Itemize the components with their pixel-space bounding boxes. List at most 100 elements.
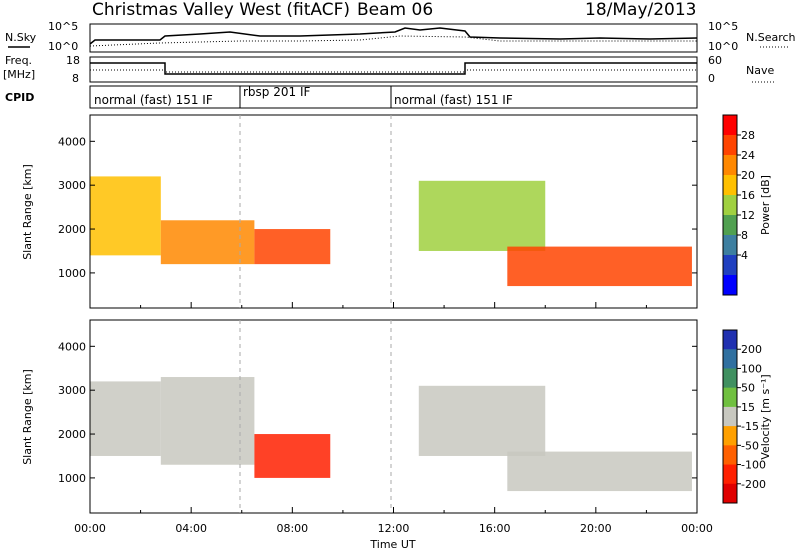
time-tick-label-1: 00:00 bbox=[74, 522, 106, 535]
power-colorbar-tick-label-4: 16 bbox=[741, 189, 755, 202]
power-panel: 1000 2000 3000 4000 Slant Range [km] bbox=[21, 114, 698, 309]
freq-tick-bottom: 8 bbox=[72, 72, 79, 85]
velocity-colorbar-tick-label-3: 50 bbox=[741, 382, 755, 395]
power-ytick-label-4: 4000 bbox=[58, 135, 86, 148]
velocity-yticks: 1000 2000 3000 4000 bbox=[58, 340, 698, 513]
freq-unit: [MHz] bbox=[3, 68, 35, 81]
noise-tick-top-left: 10^5 bbox=[48, 20, 78, 33]
power-ylabel: Slant Range [km] bbox=[21, 164, 34, 260]
cpid-label: CPID bbox=[5, 91, 34, 104]
nsky-trace bbox=[89, 27, 698, 45]
power-colorbar-tick-label-2: 24 bbox=[741, 149, 755, 162]
time-tick-label-6: 20:00 bbox=[580, 522, 612, 535]
nave-label: Nave bbox=[746, 64, 774, 77]
power-colorbar-swatch-4 bbox=[723, 175, 737, 196]
velocity-colorbar-swatch-1 bbox=[723, 330, 737, 350]
power-colorbar-tick-label-7: 4 bbox=[741, 249, 748, 262]
time-tick-label-2: 04:00 bbox=[175, 522, 207, 535]
power-colorbar-label: Power [dB] bbox=[759, 175, 772, 235]
power-colorbar-swatch-9 bbox=[723, 275, 737, 296]
power-colorbar-swatch-7 bbox=[723, 235, 737, 256]
velocity-colorbar-tick-label-7: -100 bbox=[741, 459, 766, 472]
velocity-echo-region-1 bbox=[90, 381, 161, 456]
beam-label: Beam 06 bbox=[357, 0, 433, 20]
power-colorbar-tick-label-6: 8 bbox=[741, 229, 748, 242]
power-echo-region-5 bbox=[507, 246, 692, 287]
power-colorbar-swatch-3 bbox=[723, 155, 737, 176]
time-tick-label-5: 16:00 bbox=[479, 522, 511, 535]
time-axis-label: Time UT bbox=[369, 538, 415, 551]
velocity-colorbar-tick-label-2: 100 bbox=[741, 362, 762, 375]
velocity-ylabel: Slant Range [km] bbox=[21, 369, 34, 465]
time-axis-ticks: 00:00 04:00 08:00 12:00 16:00 20:00 00:00 bbox=[74, 522, 713, 535]
velocity-colorbar-tick-label-6: -50 bbox=[741, 439, 759, 452]
freq-strip: Freq. [MHz] 18 8 60 0 Nave bbox=[3, 54, 774, 85]
power-echo-region-2 bbox=[160, 220, 255, 265]
power-colorbar-swatch-1 bbox=[723, 115, 737, 136]
freq-trace bbox=[90, 62, 697, 75]
nave-tick-top: 60 bbox=[708, 54, 722, 67]
power-ytick-label-3: 3000 bbox=[58, 179, 86, 192]
velocity-colorbar-swatch-9 bbox=[723, 483, 737, 504]
power-yticks: 1000 2000 3000 4000 bbox=[58, 135, 698, 308]
power-colorbar-swatch-6 bbox=[723, 215, 737, 236]
velocity-data bbox=[90, 377, 692, 492]
freq-label: Freq. bbox=[5, 54, 32, 67]
noise-tick-bottom-left: 10^0 bbox=[48, 40, 78, 53]
velocity-ytick-label-2: 2000 bbox=[58, 428, 86, 441]
power-colorbar-swatch-8 bbox=[723, 255, 737, 276]
nsky-label: N.Sky bbox=[5, 31, 37, 44]
velocity-colorbar-swatch-7 bbox=[723, 445, 737, 466]
power-colorbar-swatch-2 bbox=[723, 135, 737, 156]
power-echo-region-1 bbox=[90, 176, 161, 256]
power-colorbar-tick-label-3: 20 bbox=[741, 169, 755, 182]
velocity-colorbar: 200 100 50 15 -15 -50 -100 -200 Velocity [m s⁻¹… bbox=[722, 329, 772, 504]
velocity-colorbar-tick-label-1: 200 bbox=[741, 343, 762, 356]
velocity-colorbar-swatch-5 bbox=[723, 406, 737, 427]
nave-tick-bottom: 0 bbox=[708, 72, 715, 85]
power-colorbar-swatch-5 bbox=[723, 195, 737, 216]
velocity-colorbar-swatch-6 bbox=[723, 426, 737, 446]
time-tick-label-4: 12:00 bbox=[378, 522, 410, 535]
noise-strip: N.Sky 10^5 10^0 10^5 10^0 N.Search bbox=[5, 20, 796, 53]
velocity-colorbar-tick-label-8: -200 bbox=[741, 478, 766, 491]
velocity-ytick-label-3: 3000 bbox=[58, 384, 86, 397]
time-tick-label-7: 00:00 bbox=[681, 522, 713, 535]
velocity-colorbar-swatch-8 bbox=[723, 464, 737, 485]
time-tick-label-3: 08:00 bbox=[276, 522, 308, 535]
velocity-echo-region-2 bbox=[160, 377, 255, 465]
velocity-colorbar-tick-label-4: 15 bbox=[741, 401, 755, 414]
power-echo-region-4 bbox=[418, 180, 546, 251]
freq-tick-top: 18 bbox=[66, 54, 80, 67]
velocity-echo-region-4 bbox=[418, 385, 546, 456]
power-colorbar: 28 24 20 16 12 8 4 Power [dB] bbox=[722, 114, 772, 296]
velocity-ytick-label-4: 4000 bbox=[58, 340, 86, 353]
velocity-colorbar-tick-label-5: -15 bbox=[741, 420, 759, 433]
nsearch-trace bbox=[89, 35, 697, 47]
nsearch-label: N.Search bbox=[746, 31, 796, 44]
nave-trace bbox=[90, 69, 697, 73]
power-data bbox=[90, 176, 692, 287]
power-colorbar-tick-label-1: 28 bbox=[741, 129, 755, 142]
power-ytick-label-2: 2000 bbox=[58, 223, 86, 236]
velocity-colorbar-swatch-3 bbox=[723, 368, 737, 389]
velocity-colorbar-swatch-4 bbox=[723, 387, 737, 408]
power-colorbar-tick-label-5: 12 bbox=[741, 209, 755, 222]
noise-tick-bottom-right: 10^0 bbox=[708, 40, 738, 53]
power-ytick-label-1: 1000 bbox=[58, 267, 86, 280]
velocity-colorbar-swatch-2 bbox=[723, 349, 737, 369]
cpid-segment-2: rbsp 201 IF bbox=[243, 85, 310, 99]
velocity-echo-region-5 bbox=[507, 451, 692, 492]
velocity-colorbar-label: Velocity [m s⁻¹] bbox=[759, 374, 772, 459]
cpid-strip: CPID normal (fast) 151 IF rbsp 201 IF no… bbox=[5, 85, 698, 109]
velocity-echo-region-3 bbox=[254, 434, 331, 478]
power-echo-region-3 bbox=[254, 229, 331, 265]
velocity-ytick-label-1: 1000 bbox=[58, 472, 86, 485]
date-label: 18/May/2013 bbox=[585, 0, 697, 20]
noise-tick-top-right: 10^5 bbox=[708, 20, 738, 33]
cpid-segment-1: normal (fast) 151 IF bbox=[94, 93, 213, 107]
station-title: Christmas Valley West (fitACF) bbox=[92, 0, 350, 20]
cpid-segment-3: normal (fast) 151 IF bbox=[394, 93, 513, 107]
